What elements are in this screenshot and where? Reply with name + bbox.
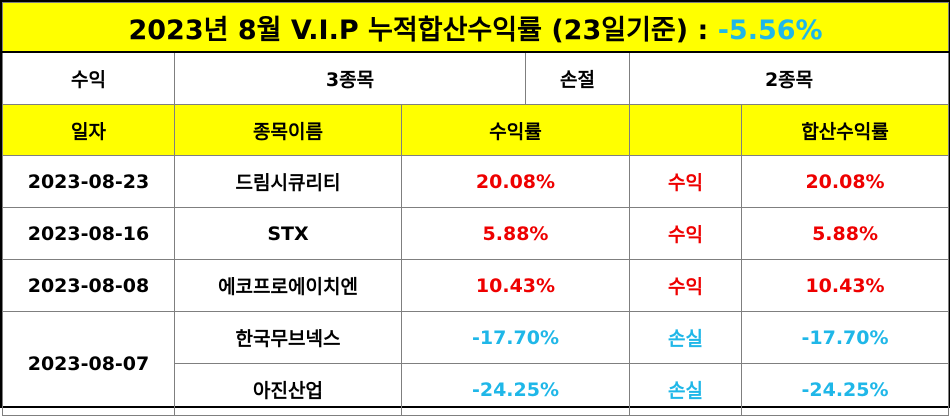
summary-row: 수익 3종목 손절 2종목 xyxy=(2,51,950,105)
row-return-rate: 10.43% xyxy=(401,259,630,312)
header-return-rate: 수익률 xyxy=(401,104,630,156)
profit-label: 수익 xyxy=(2,51,175,105)
row-stock-name: 아진산업 xyxy=(174,363,402,416)
loss-label: 손절 xyxy=(525,51,630,105)
table-row: 2023-08-23 드림시큐리티 20.08% 수익 20.08% xyxy=(2,155,950,208)
header-date: 일자 xyxy=(2,104,175,156)
title-result: -5.56% xyxy=(717,14,823,46)
row-return-rate: -24.25% xyxy=(401,363,630,416)
row-return-rate: 20.08% xyxy=(401,155,630,208)
table-row: 2023-08-08 에코프로에이치엔 10.43% 수익 10.43% xyxy=(2,259,950,312)
header-status xyxy=(629,104,742,156)
row-combined-return: 20.08% xyxy=(740,155,950,208)
header-stock-name: 종목이름 xyxy=(174,104,402,156)
row-combined-return: -24.25% xyxy=(740,363,950,416)
profit-count: 3종목 xyxy=(174,51,526,105)
table-row: 2023-08-07 한국무브넥스 -17.70% 손실 -17.70% xyxy=(2,311,950,416)
title-row: 2023년 8월 V.I.P 누적합산수익률 (23일기준) : -5.56% xyxy=(1,2,950,53)
row-combined-return: 5.88% xyxy=(740,207,950,260)
row-stock-name: 한국무브넥스 xyxy=(174,311,402,364)
row-date-merged: 2023-08-07 xyxy=(2,311,175,416)
title-text: 2023년 8월 V.I.P 누적합산수익률 (23일기준) : xyxy=(128,14,718,46)
row-date: 2023-08-16 xyxy=(2,207,175,260)
row-status: 손실 xyxy=(629,311,742,364)
row-return-rate: 5.88% xyxy=(401,207,630,260)
row-date: 2023-08-23 xyxy=(2,155,175,208)
row-status: 수익 xyxy=(629,155,742,208)
column-header-row: 일자 종목이름 수익률 합산수익률 xyxy=(2,104,950,156)
row-date: 2023-08-08 xyxy=(2,259,175,312)
table-row: 아진산업 -24.25% 손실 -24.25% xyxy=(3,363,950,416)
row-stock-name: 에코프로에이치엔 xyxy=(174,259,402,312)
row-stock-name: 드림시큐리티 xyxy=(174,155,402,208)
row-stock-name: STX xyxy=(174,207,402,260)
row-status: 수익 xyxy=(629,259,742,312)
table-row: 2023-08-16 STX 5.88% 수익 5.88% xyxy=(2,207,950,260)
row-status: 수익 xyxy=(629,207,742,260)
header-combined-return: 합산수익률 xyxy=(740,104,950,156)
row-combined-return: 10.43% xyxy=(740,259,950,312)
row-combined-return: -17.70% xyxy=(740,311,950,364)
loss-count: 2종목 xyxy=(628,51,950,105)
row-return-rate: -17.70% xyxy=(401,311,630,364)
table-title: 2023년 8월 V.I.P 누적합산수익률 (23일기준) : -5.56% xyxy=(1,2,950,53)
